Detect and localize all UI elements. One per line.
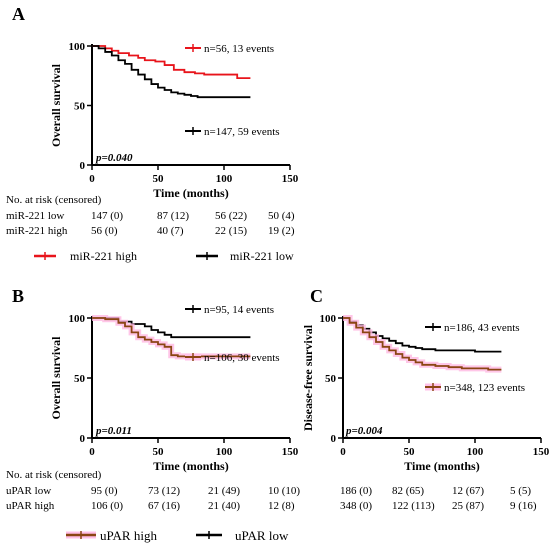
x-tick-label: 100	[216, 173, 233, 185]
risk-value: 5 (5)	[510, 485, 531, 497]
risk-table-a: No. at risk (censored) miR-221 low 147 (…	[6, 194, 295, 237]
risk-table-b-c: No. at risk (censored) uPAR low 95 (0) 7…	[6, 469, 537, 512]
risk-value: 12 (67)	[452, 485, 484, 497]
risk-table-header: No. at risk (censored)	[6, 469, 102, 481]
panel-letter-b: B	[12, 286, 24, 306]
y-axis-label: Disease-free survival	[301, 324, 315, 431]
risk-table-header: No. at risk (censored)	[6, 194, 102, 206]
legend-b-c: uPAR high uPAR low	[66, 528, 289, 543]
x-axis-label: Time (months)	[404, 459, 479, 473]
y-tick-label: 50	[325, 373, 337, 385]
panel-letter-a: A	[12, 4, 25, 24]
risk-value: 40 (7)	[157, 225, 184, 237]
risk-value: 12 (8)	[268, 500, 295, 512]
legend-label: miR-221 low	[230, 249, 294, 263]
x-axis-label: Time (months)	[153, 186, 228, 200]
y-tick-label: 0	[331, 433, 337, 445]
risk-value: 87 (12)	[157, 210, 189, 222]
series-annotation: n=95, 14 events	[204, 304, 274, 316]
x-tick-label: 150	[282, 446, 299, 458]
x-tick-label: 150	[282, 173, 299, 185]
risk-value: 95 (0)	[91, 485, 118, 497]
risk-value: 21 (49)	[208, 485, 240, 497]
series-line-mir-221-high	[92, 45, 251, 80]
p-value: p=0.040	[95, 152, 133, 164]
x-tick-label: 0	[89, 173, 95, 185]
series-line-mir-221-low	[92, 45, 251, 99]
risk-value: 348 (0)	[340, 500, 372, 512]
x-tick-label: 100	[467, 446, 484, 458]
x-tick-label: 50	[404, 446, 416, 458]
x-tick-label: 100	[216, 446, 233, 458]
x-tick-label: 50	[153, 173, 165, 185]
y-tick-label: 100	[69, 41, 86, 53]
series-annotation: n=186, 43 events	[444, 322, 520, 334]
y-tick-label: 50	[74, 101, 86, 113]
risk-value: 22 (15)	[215, 225, 247, 237]
series-annotation: n=56, 13 events	[204, 43, 274, 55]
risk-value: 67 (16)	[148, 500, 180, 512]
risk-value: 25 (87)	[452, 500, 484, 512]
y-tick-label: 50	[74, 373, 86, 385]
risk-value: 10 (10)	[268, 485, 300, 497]
legend-a: miR-221 high miR-221 low	[34, 249, 294, 263]
y-tick-label: 0	[80, 160, 86, 172]
risk-value: 186 (0)	[340, 485, 372, 497]
risk-row-label: miR-221 low	[6, 210, 64, 222]
series-annotation: n=147, 59 events	[204, 126, 280, 138]
panel-letter-c: C	[310, 286, 323, 306]
x-tick-label: 0	[89, 446, 95, 458]
p-value: p=0.004	[345, 425, 383, 437]
risk-value: 50 (4)	[268, 210, 295, 222]
risk-value: 19 (2)	[268, 225, 295, 237]
series-annotation: n=106, 30 events	[204, 352, 280, 364]
risk-value: 73 (12)	[148, 485, 180, 497]
p-value: p=0.011	[95, 425, 132, 437]
x-tick-label: 150	[533, 446, 550, 458]
legend-label: uPAR low	[235, 528, 289, 543]
legend-label: uPAR high	[100, 528, 157, 543]
x-axis-label: Time (months)	[153, 459, 228, 473]
y-axis-label: Overall survival	[49, 63, 63, 147]
y-axis-label: Overall survival	[49, 336, 63, 420]
risk-value: 9 (16)	[510, 500, 537, 512]
risk-row-label: miR-221 high	[6, 225, 68, 237]
y-tick-label: 100	[320, 313, 337, 325]
risk-value: 106 (0)	[91, 500, 123, 512]
series-annotation: n=348, 123 events	[444, 382, 525, 394]
x-tick-label: 0	[340, 446, 346, 458]
series-line-upar-high	[343, 317, 502, 371]
risk-value: 56 (0)	[91, 225, 118, 237]
legend-label: miR-221 high	[70, 249, 137, 263]
y-tick-label: 0	[80, 433, 86, 445]
risk-value: 122 (113)	[392, 500, 435, 512]
x-tick-label: 50	[153, 446, 165, 458]
risk-row-label: uPAR low	[6, 485, 51, 497]
risk-value: 56 (22)	[215, 210, 247, 222]
risk-value: 21 (40)	[208, 500, 240, 512]
risk-value: 82 (65)	[392, 485, 424, 497]
risk-row-label: uPAR high	[6, 500, 55, 512]
risk-value: 147 (0)	[91, 210, 123, 222]
y-tick-label: 100	[69, 313, 86, 325]
